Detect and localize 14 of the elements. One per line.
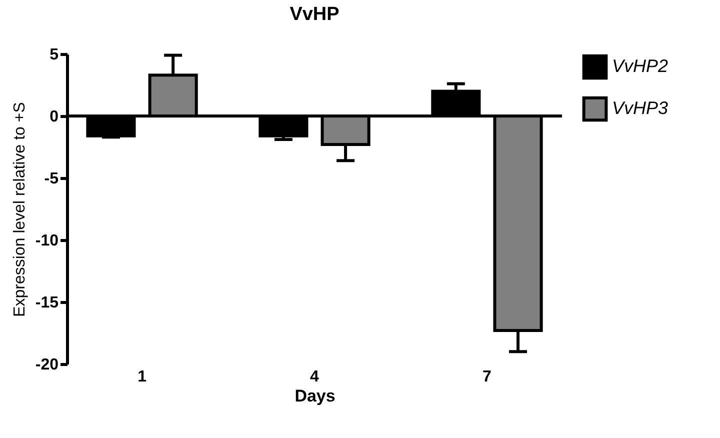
x-tick-label: 1 xyxy=(138,368,147,386)
y-axis-title: Expression level relative to +S xyxy=(11,102,28,317)
y-tick-label: -20 xyxy=(35,356,59,374)
y-tick-label: -5 xyxy=(44,170,59,188)
legend-label: VvHP2 xyxy=(612,56,668,76)
chart-title: VvHP xyxy=(290,4,340,25)
x-tick-label: 4 xyxy=(310,368,320,386)
y-tick-label: 0 xyxy=(50,108,59,126)
legend-label: VvHP3 xyxy=(612,98,668,118)
x-axis-title: Days xyxy=(294,386,336,406)
y-tick-label: -10 xyxy=(35,232,59,250)
y-tick-label: -15 xyxy=(35,294,59,312)
y-tick-label: 5 xyxy=(50,46,59,64)
x-tick-label: 7 xyxy=(482,368,492,386)
